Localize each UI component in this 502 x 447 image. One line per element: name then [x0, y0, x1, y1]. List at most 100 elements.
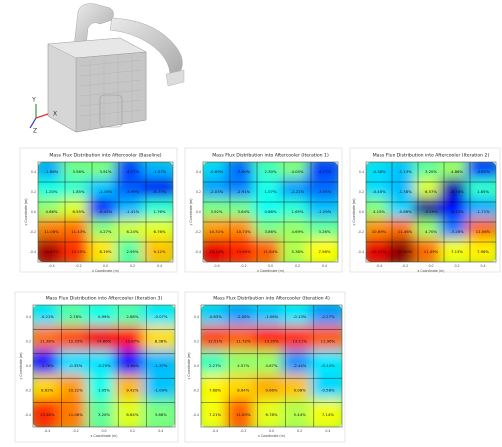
cell-label: 5.38% [291, 249, 303, 254]
x-tick-label: -0.2 [72, 429, 78, 433]
cell-label: 11.38% [40, 339, 55, 344]
x-tick-label: -0.2 [240, 264, 246, 268]
cell-label: 11.06% [68, 412, 83, 417]
y-tick-label: -0.4 [30, 250, 36, 254]
cell-label: 3.86% [155, 412, 167, 417]
cell-label: 3.64% [237, 209, 249, 214]
cell-label: -1.09% [154, 387, 168, 392]
x-tick-label: -0.4 [44, 429, 50, 433]
cell-label: 9.42% [126, 387, 138, 392]
render [47, 3, 185, 133]
cell-label: -3.26% [450, 229, 464, 234]
cell-label: 11.49% [424, 249, 439, 254]
cell-label: -0.35% [69, 363, 83, 368]
y-tick-label: 0.0 [31, 210, 36, 214]
cell-label: -1.38% [398, 189, 412, 194]
cell-label: 1.05% [98, 387, 110, 392]
heatmap-panel: Mass Flux Distribution into Aftercooler … [19, 147, 178, 273]
cell-label: 3.56% [72, 169, 84, 174]
x-tick-label: -0.2 [402, 264, 408, 268]
x-axis-label: x Coordinate (m) [91, 434, 118, 438]
cell-label: 3.92% [210, 209, 222, 214]
x-axis-label: x Coordinate (m) [92, 269, 119, 273]
cell-label: -0.58% [321, 387, 335, 392]
cell-label: 9.08% [294, 387, 306, 392]
cell-label: 1.76% [153, 209, 165, 214]
cell-label: -0.25% [97, 363, 111, 368]
cell-label: 1.85% [477, 189, 489, 194]
cell-label: -3.99% [126, 189, 140, 194]
cell-label: 15.14% [209, 249, 224, 254]
panel-title: Mass Flux Distribution into Aftercooler … [213, 296, 330, 302]
cell-label: 8.19% [99, 249, 111, 254]
cell-label: 6.78% [265, 412, 277, 417]
plot-border [200, 304, 343, 428]
y-tick-label: 0.4 [359, 170, 364, 174]
x-tick-label: -0.2 [75, 264, 81, 268]
y-tick-label: 0.2 [359, 190, 364, 194]
cell-label: -0.69% [210, 169, 224, 174]
panel-title: Mass Flux Distribution into Aftercooler … [212, 153, 329, 159]
cell-label: 1.20% [45, 189, 57, 194]
y-axis-label: y Coordinate (m) [19, 353, 23, 380]
cell-label: -4.77% [318, 169, 332, 174]
y-tick-label: 0.4 [196, 170, 201, 174]
cell-label: -6.42% [450, 209, 464, 214]
x-tick-label: 0.4 [325, 429, 330, 433]
cell-label: 11.08% [44, 229, 59, 234]
cell-label: 15.01% [372, 249, 387, 254]
cell-label: -1.57% [153, 169, 167, 174]
heatmap-panel: Mass Flux Distribution into Aftercooler … [184, 291, 346, 443]
cell-label: -2.44% [293, 363, 307, 368]
x-tick-label: 0.4 [322, 264, 327, 268]
cell-label: -1.86% [45, 169, 59, 174]
cell-label: 6.76% [153, 229, 165, 234]
cell-label: 11.83% [236, 412, 251, 417]
cell-label: 0.86% [264, 209, 276, 214]
x-tick-label: 0.4 [158, 429, 163, 433]
cell-label: -2.27% [321, 314, 335, 319]
x-tick-label: 0.2 [130, 264, 135, 268]
x-tick-label: 0.2 [297, 429, 302, 433]
x-tick-label: -0.4 [48, 264, 54, 268]
cell-label: 10.31% [209, 229, 224, 234]
cell-label: 5.44% [294, 412, 306, 417]
cell-label: -1.71% [476, 209, 490, 214]
panel-title: Mass Flux Distribution into Aftercooler … [373, 153, 490, 159]
plot-border [202, 161, 339, 263]
x-tick-label: 0.0 [101, 429, 106, 433]
cell-label: 9.66% [265, 387, 277, 392]
cell-label: 8.38% [155, 339, 167, 344]
cell-label: 13.60% [236, 249, 251, 254]
cell-label: -2.91% [237, 189, 251, 194]
cell-label: 3.86% [264, 229, 276, 234]
heatmap [366, 162, 496, 262]
cell-label: 2.27% [209, 363, 221, 368]
cell-label: -0.38% [372, 169, 386, 174]
cell-label: 4.57% [237, 363, 249, 368]
y-tick-label: 0.4 [194, 315, 199, 319]
panel-title: Mass Flux Distribution into Aftercooler … [46, 296, 163, 302]
cell-label: 13.35% [264, 339, 279, 344]
heatmap [33, 305, 175, 427]
cell-label: 10.22% [68, 387, 83, 392]
axis-label: Z [33, 128, 37, 135]
cell-label: 1.65% [291, 209, 303, 214]
cell-label: 7.21% [209, 412, 221, 417]
cell-label: 13.28% [40, 412, 55, 417]
plot-border [365, 161, 497, 263]
x-axis-label: x Coordinate (m) [257, 269, 284, 273]
cell-label: 3.20% [98, 412, 110, 417]
x-tick-label: 0.2 [130, 429, 135, 433]
cell-label: 8.62% [41, 387, 53, 392]
cell-label: 2.78% [70, 314, 82, 319]
cell-label: 4.70% [425, 229, 437, 234]
axis-label: Y [31, 97, 36, 104]
cell-label: 0.99% [98, 314, 110, 319]
heatmap [201, 305, 342, 427]
x-tick-label: -0.4 [376, 264, 382, 268]
cell-label: 4.86% [451, 169, 463, 174]
cell-label: -9.49% [424, 209, 438, 214]
cell-label: 6.57% [425, 189, 437, 194]
y-tick-label: 0.4 [31, 170, 36, 174]
